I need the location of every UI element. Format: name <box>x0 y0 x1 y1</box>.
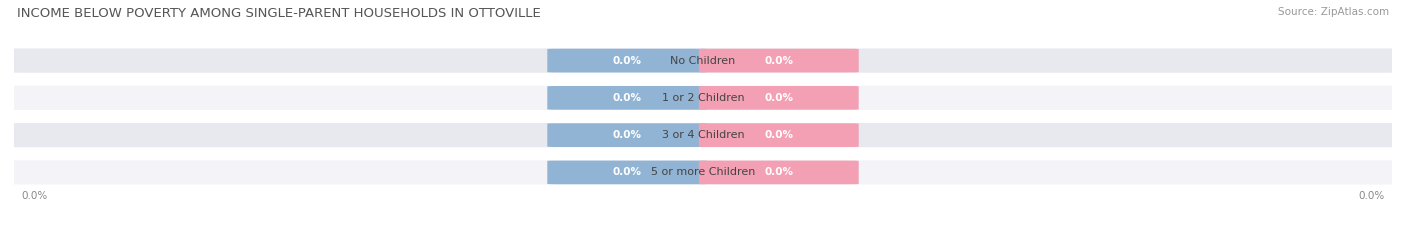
FancyBboxPatch shape <box>699 86 859 110</box>
FancyBboxPatch shape <box>0 160 1406 185</box>
FancyBboxPatch shape <box>547 123 707 147</box>
FancyBboxPatch shape <box>547 86 707 110</box>
FancyBboxPatch shape <box>547 161 707 184</box>
Text: 3 or 4 Children: 3 or 4 Children <box>662 130 744 140</box>
FancyBboxPatch shape <box>547 49 707 72</box>
FancyBboxPatch shape <box>699 161 859 184</box>
Text: 0.0%: 0.0% <box>765 56 793 65</box>
Text: 0.0%: 0.0% <box>765 93 793 103</box>
Text: INCOME BELOW POVERTY AMONG SINGLE-PARENT HOUSEHOLDS IN OTTOVILLE: INCOME BELOW POVERTY AMONG SINGLE-PARENT… <box>17 7 541 20</box>
FancyBboxPatch shape <box>699 49 859 72</box>
Text: 5 or more Children: 5 or more Children <box>651 168 755 177</box>
Text: 0.0%: 0.0% <box>613 130 641 140</box>
FancyBboxPatch shape <box>0 123 1406 147</box>
Text: No Children: No Children <box>671 56 735 65</box>
FancyBboxPatch shape <box>699 123 859 147</box>
FancyBboxPatch shape <box>0 48 1406 73</box>
Text: 0.0%: 0.0% <box>613 93 641 103</box>
Text: Source: ZipAtlas.com: Source: ZipAtlas.com <box>1278 7 1389 17</box>
Text: 0.0%: 0.0% <box>1358 191 1385 201</box>
Text: 0.0%: 0.0% <box>21 191 48 201</box>
Text: 0.0%: 0.0% <box>613 168 641 177</box>
Text: 0.0%: 0.0% <box>765 130 793 140</box>
Text: 1 or 2 Children: 1 or 2 Children <box>662 93 744 103</box>
FancyBboxPatch shape <box>0 86 1406 110</box>
Text: 0.0%: 0.0% <box>765 168 793 177</box>
Text: 0.0%: 0.0% <box>613 56 641 65</box>
